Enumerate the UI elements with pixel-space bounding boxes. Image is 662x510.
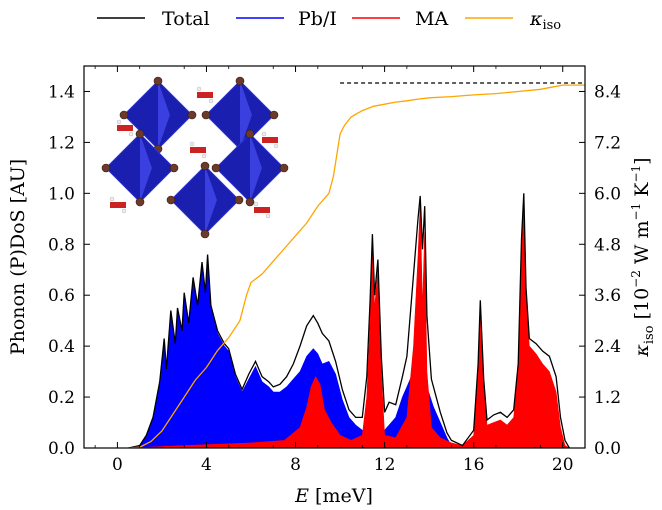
y-tick-label: 0.6 <box>48 286 75 306</box>
octahedron-facet <box>250 134 262 202</box>
hydrogen-atom <box>201 153 207 159</box>
methylammonium-molecule <box>190 147 206 153</box>
plot-area <box>128 82 585 448</box>
y-tick-label: 1.0 <box>48 184 75 204</box>
iodine-atom <box>200 161 210 171</box>
y2-tick-label: 7.2 <box>594 133 621 153</box>
x-tick-label: 12 <box>374 455 396 475</box>
hydrogen-atom <box>253 201 259 207</box>
iodine-atom <box>135 197 145 207</box>
iodine-atom <box>245 129 255 139</box>
iodine-atom <box>135 129 145 139</box>
iodine-atom <box>201 110 211 120</box>
iodine-atom <box>245 197 255 207</box>
legend-label-ma: MA <box>415 8 448 30</box>
legend-label-kappa: κiso <box>529 8 561 33</box>
legend-label-pbi: Pb/I <box>298 8 337 30</box>
y-tick-label: 0.4 <box>48 337 75 357</box>
hydrogen-atom <box>121 208 127 214</box>
x-tick-label: 20 <box>552 455 574 475</box>
series-line-total <box>128 193 570 448</box>
octahedron-facet <box>240 81 252 149</box>
iodine-atom <box>169 163 179 173</box>
iodine-atom <box>187 110 197 120</box>
hydrogen-atom <box>261 131 267 137</box>
hydrogen-atom <box>265 213 271 219</box>
series-line--iso <box>128 84 585 448</box>
iodine-atom <box>153 76 163 86</box>
iodine-atom <box>234 195 244 205</box>
y2-tick-label: 1.2 <box>594 388 621 408</box>
y2-tick-label: 3.6 <box>594 286 621 306</box>
y2-tick-label: 0.0 <box>594 439 621 459</box>
iodine-atom <box>211 163 221 173</box>
ticks: 0 4 8 12 16 20 0.0 0.2 0.4 0.6 0.8 1.0 1.2 1.4 0.0 1.2 2… <box>48 66 621 475</box>
iodine-atom <box>119 110 129 120</box>
iodine-atom <box>269 110 279 120</box>
octahedron-facet <box>158 81 170 149</box>
iodine-atom <box>235 76 245 86</box>
methylammonium-molecule <box>197 92 213 98</box>
y2-tick-label: 2.4 <box>594 337 621 357</box>
y-tick-label: 0.8 <box>48 235 75 255</box>
hydrogen-atom <box>128 131 134 137</box>
series-area-pb-i <box>128 256 563 448</box>
x-tick-label: 0 <box>112 455 123 475</box>
legend: Total Pb/I MA κiso <box>97 8 561 33</box>
y-tick-label: 1.2 <box>48 133 75 153</box>
y2-axis-label: κiso [10−2 W m−1 K−1] <box>629 157 657 357</box>
methylammonium-molecule <box>262 137 278 143</box>
x-tick-label: 16 <box>463 455 485 475</box>
methylammonium-molecule <box>254 207 270 213</box>
y-tick-label: 0.2 <box>48 388 75 408</box>
y2-tick-label: 8.4 <box>594 82 621 102</box>
hydrogen-atom <box>208 98 214 104</box>
x-tick-label: 4 <box>201 455 212 475</box>
y2-tick-label: 4.8 <box>594 235 621 255</box>
hydrogen-atom <box>109 196 115 202</box>
iodine-atom <box>200 229 210 239</box>
y-axis-label: Phonon (P)DoS [AU] <box>7 159 29 355</box>
hydrogen-atom <box>116 119 122 125</box>
hydrogen-atom <box>189 141 195 147</box>
methylammonium-molecule <box>117 125 133 131</box>
iodine-atom <box>166 195 176 205</box>
octahedron-facet <box>205 166 217 234</box>
legend-label-total: Total <box>162 8 210 30</box>
iodine-atom <box>279 163 289 173</box>
iodine-atom <box>101 163 111 173</box>
hydrogen-atom <box>196 86 202 92</box>
x-axis-label: E [meV] <box>294 485 373 507</box>
axes-frame <box>83 65 586 449</box>
x-tick-label: 8 <box>290 455 301 475</box>
y-tick-label: 1.4 <box>48 82 75 102</box>
hydrogen-atom <box>273 143 279 149</box>
octahedron-facet <box>140 134 152 202</box>
crystal-structure-inset <box>101 76 289 239</box>
y2-tick-label: 6.0 <box>594 184 621 204</box>
y-tick-label: 0.0 <box>48 439 75 459</box>
methylammonium-molecule <box>110 202 126 208</box>
